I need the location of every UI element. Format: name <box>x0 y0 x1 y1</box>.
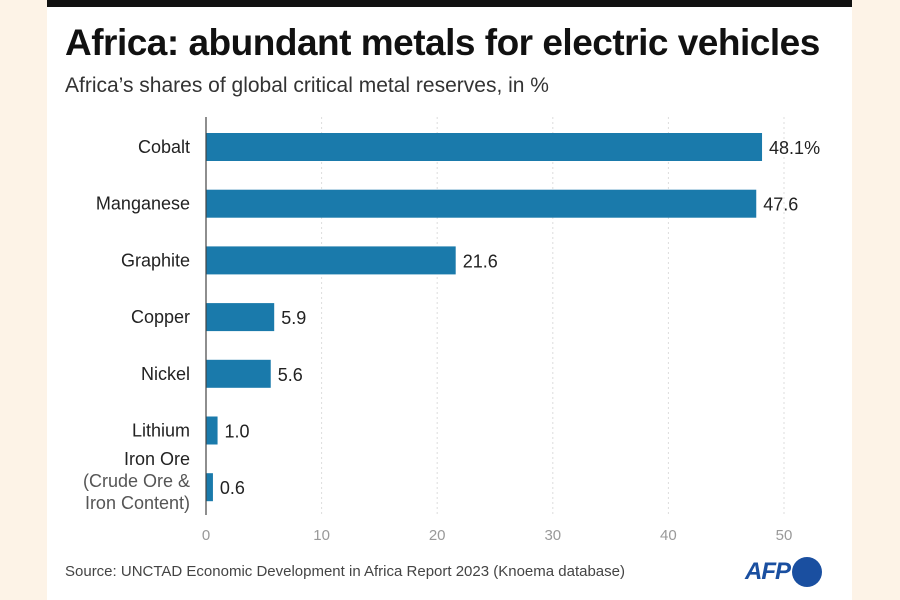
x-tick-label: 10 <box>313 527 330 544</box>
category-label: Iron Ore <box>124 449 190 469</box>
bar-value-label: 0.6 <box>220 478 245 498</box>
category-label: Cobalt <box>138 137 190 157</box>
category-label: Iron Content) <box>85 493 190 513</box>
bar <box>206 303 275 332</box>
bar <box>206 133 763 161</box>
bar <box>206 189 757 218</box>
category-label: Manganese <box>96 194 190 214</box>
bar-value-label: 1.0 <box>225 422 250 442</box>
bar <box>206 473 213 502</box>
source-note: Source: UNCTAD Economic Development in A… <box>65 563 625 580</box>
bar-value-label: 5.6 <box>278 365 303 385</box>
x-tick-label: 40 <box>660 527 677 544</box>
category-label: Graphite <box>121 250 190 270</box>
afp-logo-dot-icon <box>792 557 822 587</box>
afp-logo: AFP <box>745 557 822 587</box>
top-bar <box>47 0 852 7</box>
bar-value-label: 48.1% <box>769 138 820 158</box>
x-tick-label: 50 <box>776 527 793 544</box>
category-label: Nickel <box>141 364 190 384</box>
category-label: Lithium <box>132 421 190 441</box>
chart-title: Africa: abundant metals for electric veh… <box>65 22 820 63</box>
chart-card <box>47 0 852 600</box>
bar-value-label: 47.6 <box>763 195 798 215</box>
bar-value-label: 21.6 <box>463 251 498 271</box>
bar <box>206 359 271 388</box>
bar-value-label: 5.9 <box>281 308 306 328</box>
x-tick-label: 30 <box>544 527 561 544</box>
bar <box>206 416 218 445</box>
x-tick-label: 20 <box>429 527 446 544</box>
x-tick-label: 0 <box>202 527 210 544</box>
afp-logo-text: AFP <box>745 558 791 585</box>
category-label: (Crude Ore & <box>83 471 190 491</box>
category-label: Copper <box>131 307 190 327</box>
chart-subtitle: Africa’s shares of global critical metal… <box>65 74 549 97</box>
bar <box>206 246 456 275</box>
